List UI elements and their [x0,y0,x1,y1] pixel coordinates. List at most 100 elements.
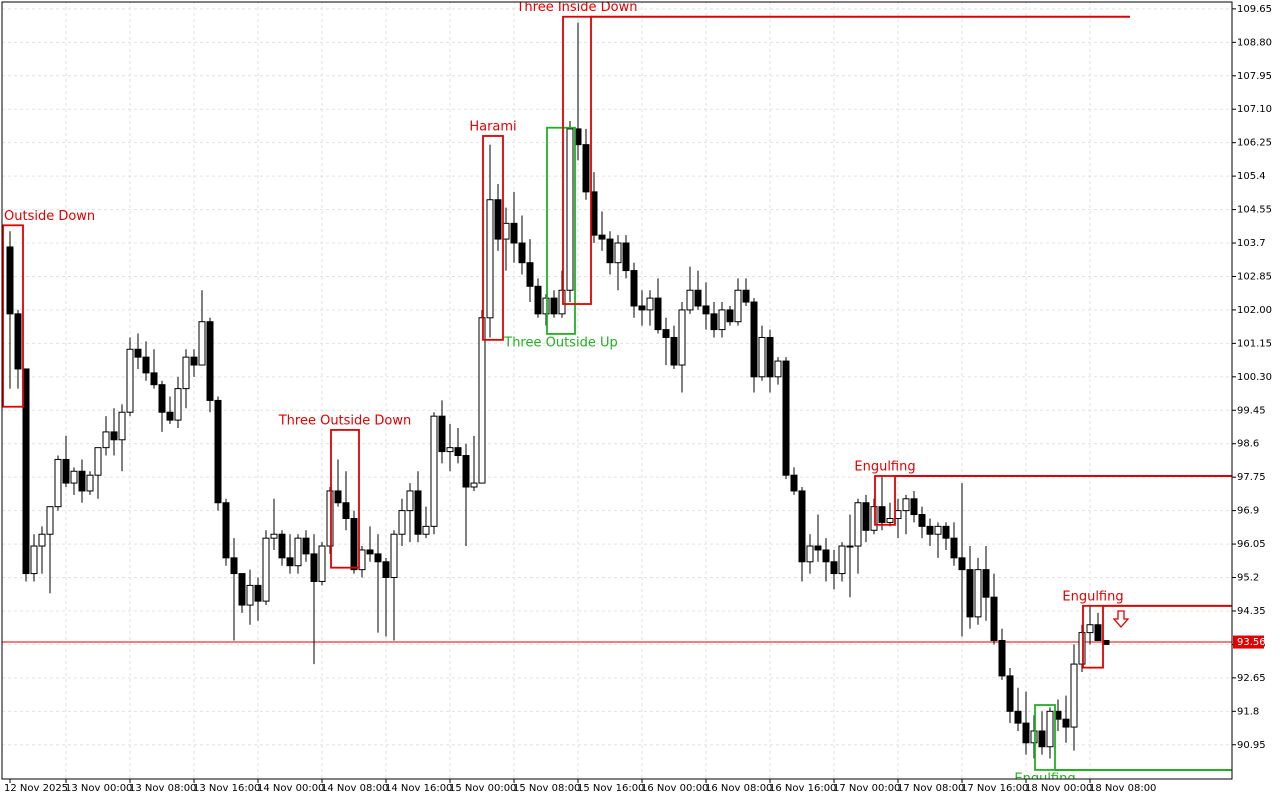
y-tick-label: 102.85 [1237,271,1272,282]
candle-body [86,474,94,492]
candle-body [670,336,678,366]
x-tick-label: 14 Nov 00:00 [257,783,324,794]
candle-body [686,289,694,311]
x-tick-label: 17 Nov 08:00 [897,783,964,794]
candle-body [1022,722,1030,744]
candle-body [446,447,454,453]
candle-body [766,336,774,378]
candle-body [750,301,758,378]
candle-body [182,356,190,390]
candle-body [94,447,102,476]
candle-body [70,470,78,484]
candle-body [430,415,438,527]
candle-body [622,242,630,272]
pattern-box [546,126,576,335]
candle-body [574,128,582,146]
candle-body [214,399,222,504]
candle-body [126,348,134,413]
y-tick-label: 104.55 [1237,205,1272,216]
candle-body [854,502,862,547]
candle-body [150,372,158,386]
candle-body [38,533,46,547]
candle-body [654,297,662,331]
pattern-label: Engulfing [1014,771,1075,786]
candle-body [542,297,550,315]
candle-body [934,525,942,535]
x-tick-label: 15 Nov 16:00 [577,783,644,794]
candle-body [558,289,566,315]
candle-body [1046,710,1054,748]
y-tick-label: 94.35 [1237,606,1266,617]
candle-body [598,234,606,240]
candle-body [806,545,814,563]
x-tick-label: 18 Nov 00:00 [1025,783,1092,794]
pattern-box [874,475,896,526]
candle-body [902,498,910,512]
candle-body [1062,718,1070,728]
candle-body [878,506,886,523]
candle-body [326,490,334,547]
candle-body [406,490,414,512]
y-tick-label: 101.15 [1237,338,1272,349]
candle-body [742,289,750,303]
candle-body [646,297,654,311]
x-tick-label: 16 Nov 00:00 [641,783,708,794]
y-tick-label: 96.9 [1237,506,1259,517]
y-tick-label: 96.05 [1237,539,1266,550]
candle-body [54,458,62,508]
candle-body [838,545,846,575]
candle-body [886,517,894,523]
candle-body [614,242,622,264]
y-tick-label: 100.30 [1237,372,1272,383]
candle-body [422,525,430,535]
pattern-label: Engulfing [854,459,915,474]
candle-body [414,490,422,535]
candle-body [142,356,150,374]
y-tick-label: 97.75 [1237,472,1266,483]
x-tick-label: 13 Nov 16:00 [193,783,260,794]
y-tick-label: 105.4 [1237,171,1266,182]
x-tick-label: 14 Nov 16:00 [385,783,452,794]
candle-body [158,384,166,413]
candle-body [702,305,710,315]
x-tick-label: 16 Nov 16:00 [769,783,836,794]
candle-body [982,569,990,598]
candle-body [638,305,646,311]
pattern-box [482,135,504,341]
y-tick-label: 107.95 [1237,71,1272,82]
pattern-box [2,224,24,408]
candle-body [830,561,838,575]
candle-body [910,498,918,516]
candle-body [62,458,70,484]
candle-body [110,431,118,441]
candle-body [238,573,246,606]
candle-body [246,584,254,606]
candle-body [1086,624,1094,634]
x-tick-label: 15 Nov 08:00 [513,783,580,794]
candle-body [1070,663,1078,728]
candle-body [462,455,470,488]
pattern-box [330,429,360,569]
candle-body [782,360,790,476]
pattern-box [1034,704,1056,771]
candle-body [294,537,302,567]
candle-body [1038,730,1046,748]
candle-body [390,533,398,579]
candle-body [526,262,534,287]
candle-body [606,238,614,264]
candle-body [134,348,142,358]
candle-body [278,533,286,559]
sell-arrow [1112,610,1130,628]
candle-body [630,270,638,307]
y-tick-label: 108.80 [1237,37,1272,48]
candle-body [1078,632,1086,665]
last-price-marker [1233,635,1264,649]
candle-body [1094,624,1102,641]
candle-body [710,313,718,331]
candle-body [814,545,822,551]
candle-body [678,309,686,366]
axes: 109.65 108.80 107.95 107.10 106.25 105.4 104.5… [4,4,1272,794]
y-tick-label: 106.25 [1237,138,1272,149]
